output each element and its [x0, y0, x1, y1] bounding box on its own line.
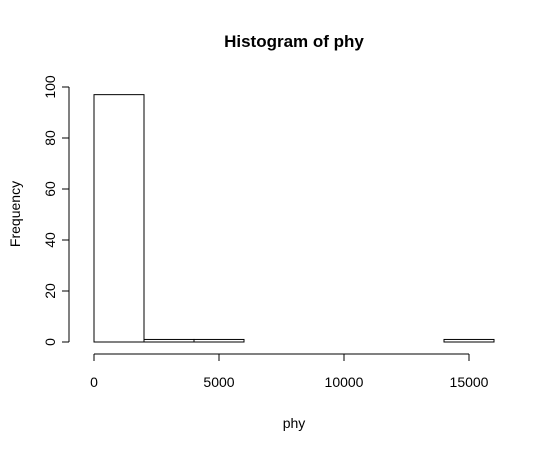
x-ticks: 0 5000 10000 15000 — [90, 354, 489, 390]
y-tick-label-60: 60 — [42, 181, 58, 197]
histogram-bar-1 — [93, 94, 145, 343]
chart-title: Histogram of phy — [224, 32, 364, 51]
x-tick-label-5000: 5000 — [203, 374, 234, 390]
y-tick-label-100: 100 — [42, 75, 58, 99]
histogram-bar-8 — [443, 338, 495, 343]
x-tick-label-15000: 15000 — [450, 374, 489, 390]
x-tick-label-0: 0 — [90, 374, 98, 390]
y-axis-label: Frequency — [7, 181, 23, 247]
y-ticks: 0 20 40 60 80 100 — [42, 75, 69, 346]
y-tick-label-80: 80 — [42, 130, 58, 146]
y-tick-label-40: 40 — [42, 232, 58, 248]
y-tick-label-20: 20 — [42, 283, 58, 299]
x-axis-label: phy — [283, 415, 306, 431]
histogram-bars — [93, 94, 495, 343]
histogram-bar-3 — [193, 338, 245, 343]
histogram-bar-2 — [143, 338, 195, 343]
x-tick-label-10000: 10000 — [325, 374, 364, 390]
y-tick-label-0: 0 — [42, 338, 58, 346]
